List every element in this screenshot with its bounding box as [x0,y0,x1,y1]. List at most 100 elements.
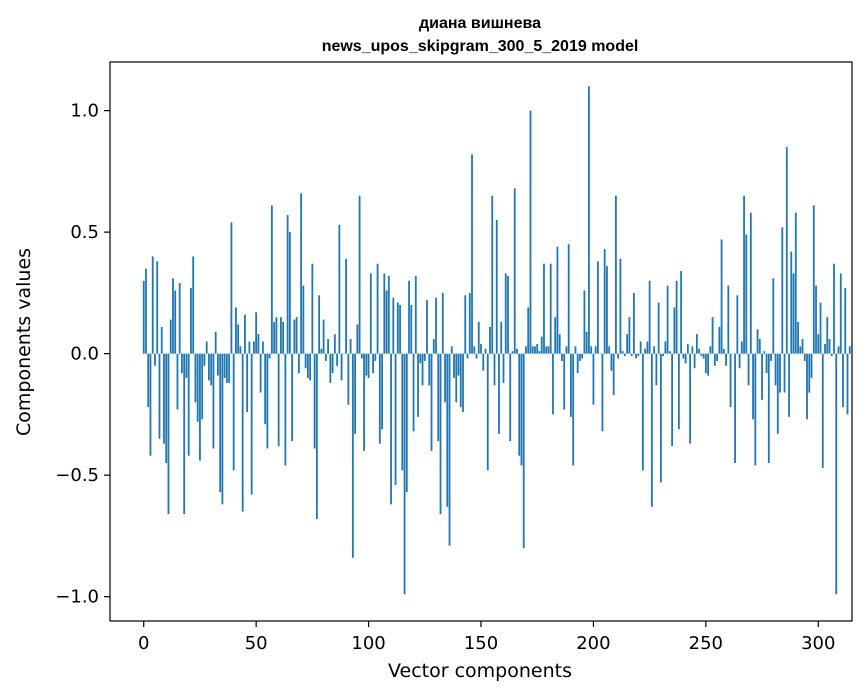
bar [244,314,246,354]
bar [475,353,478,359]
bar [788,353,790,417]
bar [833,263,835,354]
bar [675,280,678,354]
bar [761,353,763,400]
bar [783,353,786,393]
bar [185,353,188,378]
bar [518,353,521,456]
bar [747,353,750,386]
bar [493,353,496,386]
bar [794,212,797,354]
bar [151,256,154,354]
bar [839,273,842,354]
bar [154,353,156,366]
bar [603,249,606,354]
bar [369,273,372,354]
x-tick-label: 150 [464,633,498,654]
bar [522,353,525,549]
bar [448,353,451,546]
bar [821,353,824,468]
bar [462,353,464,412]
x-tick-label: 300 [801,633,835,654]
bar [767,353,770,464]
bar [552,353,554,415]
bar [824,343,826,354]
bar [527,307,530,354]
bar [509,353,512,442]
bar [495,219,498,354]
bar [340,353,343,381]
bar [241,353,244,512]
bar [232,353,235,471]
bar [574,346,577,354]
bar [633,292,635,354]
bar [158,353,161,439]
bar [201,353,204,420]
bar [716,353,718,361]
bar [547,346,550,354]
bar [214,331,217,354]
bar [230,222,233,354]
bar [441,292,444,354]
bar [718,326,721,354]
bar [801,339,804,354]
bar [226,353,228,383]
bar [160,326,163,354]
bar [534,346,536,354]
bar [567,244,570,354]
bar [570,353,572,417]
bar [345,258,347,354]
bar [606,266,608,354]
bar [806,353,808,420]
bar [781,227,784,354]
bar [390,353,392,505]
bar [779,353,781,393]
bar [671,353,674,447]
bar [579,353,581,361]
bar [610,353,613,371]
bar [590,346,593,354]
bar [464,295,467,354]
bar [486,353,489,471]
bar [776,353,779,434]
bar [684,353,687,364]
bar [237,324,240,354]
bar [500,322,503,354]
bar [284,353,287,466]
bar [830,353,833,357]
chart-title: диана вишнева [419,15,541,32]
bar [221,353,224,505]
bar [621,351,624,354]
bar [412,353,415,432]
bar [520,353,523,466]
bar [677,353,680,429]
bar [414,275,417,354]
bar [192,256,195,354]
bar [410,305,413,354]
bar [302,285,305,354]
y-tick-label: 0.0 [70,344,99,365]
bar [626,334,629,354]
bar [666,285,669,354]
bar [309,353,312,381]
y-tick-label: −0.5 [55,465,99,486]
bar-series [142,86,851,595]
x-tick-label: 50 [245,633,268,654]
bar [545,346,548,354]
bar [819,302,822,354]
bar [561,353,563,361]
bar [378,353,381,444]
bar [255,312,258,354]
bar [181,353,183,374]
bar [149,353,152,456]
bar [239,346,242,354]
bar [639,341,642,354]
bar [727,285,730,354]
bar [543,263,545,354]
bar [446,353,449,507]
bar [374,353,377,361]
bar [826,317,829,354]
bar [313,353,316,449]
bar [212,353,215,449]
bar [338,224,341,354]
